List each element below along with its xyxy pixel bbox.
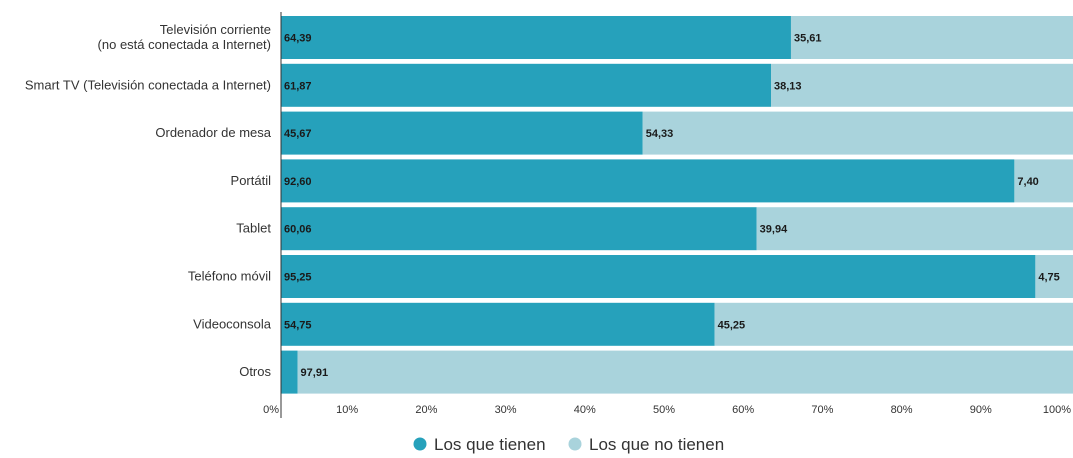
value-label-have-4: 60,06: [284, 224, 312, 236]
x-tick-label-1: 10%: [336, 404, 358, 416]
x-tick-label-0: 0%: [263, 404, 279, 416]
value-label-have-not-6: 45,25: [718, 319, 746, 331]
legend: Los que tienen Los que no tienen: [413, 435, 724, 454]
value-label-have-0: 64,39: [284, 33, 312, 45]
value-label-have-not-3: 7,40: [1017, 176, 1038, 188]
value-label-have-6: 54,75: [284, 319, 312, 331]
x-tick-label-3: 30%: [495, 404, 517, 416]
bar-have-not-4: [756, 207, 1073, 251]
value-label-have-not-7: 97,91: [301, 367, 329, 379]
x-tick-label-4: 40%: [574, 404, 596, 416]
value-label-have-not-1: 38,13: [774, 80, 802, 92]
category-label-7: Otros: [239, 364, 271, 379]
bar-have-not-3: [1014, 159, 1073, 203]
category-label-1: Smart TV (Televisión conectada a Interne…: [25, 77, 271, 92]
value-label-have-not-0: 35,61: [794, 33, 822, 45]
x-tick-label-6: 60%: [732, 404, 754, 416]
bar-have-4: [281, 207, 757, 251]
bar-have-1: [281, 63, 772, 107]
value-label-have-1: 61,87: [284, 80, 312, 92]
legend-label-have-not: Los que no tienen: [589, 435, 724, 454]
bars-layer: [281, 16, 1073, 394]
x-tick-label-7: 70%: [811, 404, 833, 416]
category-label-5: Teléfono móvil: [188, 269, 271, 284]
value-label-have-not-2: 54,33: [646, 128, 674, 140]
bar-have-2: [281, 111, 643, 155]
value-label-have-2: 45,67: [284, 128, 312, 140]
bar-have-5: [281, 255, 1036, 298]
bar-have-6: [281, 302, 715, 346]
bar-have-not-7: [297, 350, 1073, 394]
value-label-have-3: 92,60: [284, 176, 312, 188]
bar-have-3: [281, 159, 1015, 203]
x-tick-label-8: 80%: [891, 404, 913, 416]
category-label-2: Ordenador de mesa: [155, 125, 271, 140]
category-label-3: Portátil: [231, 173, 272, 188]
category-label-4: Tablet: [236, 221, 271, 236]
bar-have-not-2: [642, 111, 1073, 155]
bar-have-0: [281, 16, 791, 59]
bar-have-not-5: [1035, 255, 1073, 298]
bar-have-7: [281, 350, 298, 394]
x-tick-label-10: 100%: [1043, 404, 1071, 416]
category-labels-layer: Televisión corriente(no está conectada a…: [25, 22, 272, 379]
x-tick-label-5: 50%: [653, 404, 675, 416]
bar-have-not-6: [714, 302, 1073, 346]
category-label-0-line-1: (no está conectada a Internet): [98, 37, 271, 52]
value-label-have-not-5: 4,75: [1038, 272, 1059, 284]
legend-marker-have: [413, 437, 427, 451]
x-tick-label-2: 20%: [415, 404, 437, 416]
bar-have-not-1: [771, 63, 1073, 107]
bar-have-not-0: [790, 16, 1073, 59]
value-labels-layer: 64,39 35,61 61,87 38,13 45,67 54,33 92,60 7,40 6…: [284, 33, 1060, 380]
value-label-have-5: 95,25: [284, 272, 312, 284]
value-label-have-not-4: 39,94: [760, 224, 788, 236]
category-label-0-line-0: Televisión corriente: [160, 22, 271, 37]
legend-marker-have-not: [568, 437, 582, 451]
x-axis-ticks: 0% 10% 20% 30% 40% 50% 60% 70% 80% 90% 100%: [263, 404, 1071, 416]
x-tick-label-9: 90%: [970, 404, 992, 416]
category-label-6: Videoconsola: [193, 316, 272, 331]
legend-label-have: Los que tienen: [434, 435, 546, 454]
